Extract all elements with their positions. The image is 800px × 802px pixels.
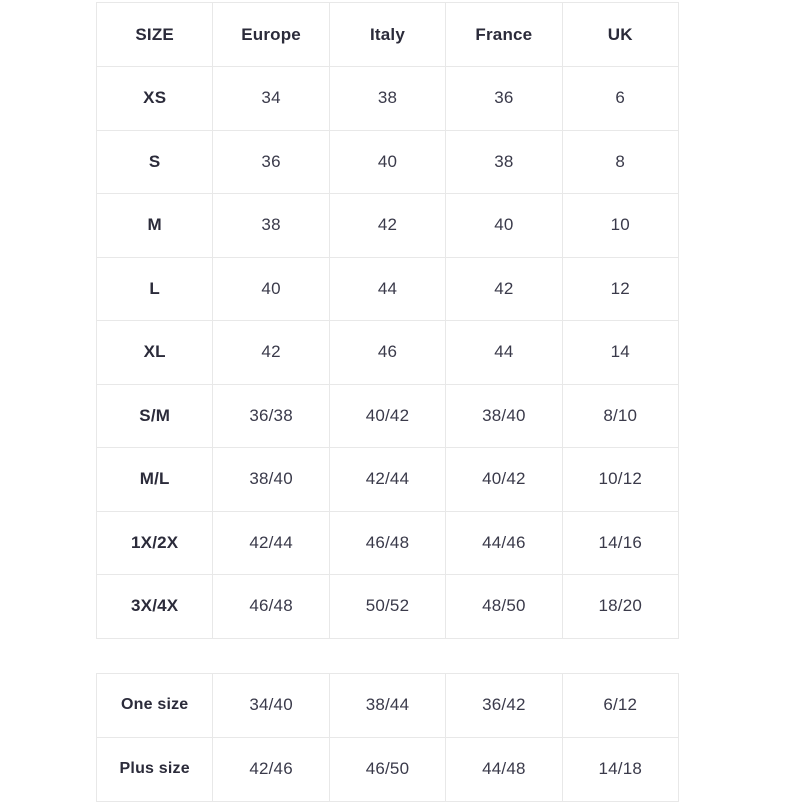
cell-size: XS — [95, 66, 214, 131]
cell-europe: 36/38 — [212, 383, 330, 448]
cell-europe: 38 — [212, 193, 330, 258]
cell-size: Plus size — [95, 736, 214, 802]
cell-italy: 38 — [328, 66, 447, 131]
table-row: M 38 42 40 10 — [95, 193, 679, 258]
table-row: 3X/4X 46/48 50/52 48/50 18/20 — [95, 574, 679, 639]
column-header-uk: UK — [561, 2, 679, 67]
table-row: S 36 40 38 8 — [95, 129, 679, 194]
primary-table-body: XS 34 38 36 6 S 36 40 38 8 M 38 42 — [95, 66, 679, 639]
cell-uk: 12 — [561, 256, 679, 321]
cell-europe: 34 — [212, 66, 330, 131]
cell-uk: 10 — [561, 193, 679, 258]
table-row: Plus size 42/46 46/50 44/48 14/18 — [95, 736, 679, 802]
column-header-size: SIZE — [95, 2, 214, 67]
table-row: M/L 38/40 42/44 40/42 10/12 — [95, 447, 679, 512]
cell-europe: 40 — [212, 256, 330, 321]
column-header-italy: Italy — [328, 2, 447, 67]
cell-italy: 42/44 — [328, 447, 447, 512]
cell-europe: 42 — [212, 320, 330, 385]
cell-size: 3X/4X — [95, 574, 214, 639]
cell-size: XL — [95, 320, 214, 385]
cell-france: 38/40 — [445, 383, 563, 448]
cell-uk: 14 — [561, 320, 679, 385]
secondary-size-table: One size 34/40 38/44 36/42 6/12 Plus siz… — [95, 672, 679, 802]
cell-france: 44/46 — [445, 510, 563, 575]
cell-italy: 46/48 — [328, 510, 447, 575]
cell-uk: 6 — [561, 66, 679, 131]
cell-italy: 40 — [328, 129, 447, 194]
cell-size: 1X/2X — [95, 510, 214, 575]
cell-italy: 38/44 — [328, 672, 447, 738]
cell-italy: 40/42 — [328, 383, 447, 448]
cell-italy: 44 — [328, 256, 447, 321]
cell-italy: 46/50 — [328, 736, 447, 802]
cell-europe: 46/48 — [212, 574, 330, 639]
cell-size: M — [95, 193, 214, 258]
column-header-europe: Europe — [212, 2, 330, 67]
cell-france: 38 — [445, 129, 563, 194]
cell-size: M/L — [95, 447, 214, 512]
cell-uk: 8 — [561, 129, 679, 194]
table-header-row: SIZE Europe Italy France UK — [95, 2, 679, 67]
cell-size: S — [95, 129, 214, 194]
cell-italy: 46 — [328, 320, 447, 385]
cell-size: S/M — [95, 383, 214, 448]
cell-france: 40/42 — [445, 447, 563, 512]
column-header-france: France — [445, 2, 563, 67]
cell-uk: 6/12 — [561, 672, 679, 738]
cell-europe: 34/40 — [212, 672, 330, 738]
cell-france: 42 — [445, 256, 563, 321]
cell-uk: 14/18 — [561, 736, 679, 802]
table-row: XL 42 46 44 14 — [95, 320, 679, 385]
table-row: 1X/2X 42/44 46/48 44/46 14/16 — [95, 510, 679, 575]
table-row: S/M 36/38 40/42 38/40 8/10 — [95, 383, 679, 448]
cell-europe: 36 — [212, 129, 330, 194]
size-chart-stack: SIZE Europe Italy France UK XS 34 38 36 … — [95, 2, 679, 802]
cell-size: One size — [95, 672, 214, 738]
cell-size: L — [95, 256, 214, 321]
cell-uk: 14/16 — [561, 510, 679, 575]
primary-size-table: SIZE Europe Italy France UK XS 34 38 36 … — [95, 2, 679, 639]
cell-france: 44/48 — [445, 736, 563, 802]
cell-france: 36/42 — [445, 672, 563, 738]
secondary-table-body: One size 34/40 38/44 36/42 6/12 Plus siz… — [95, 672, 679, 802]
cell-italy: 42 — [328, 193, 447, 258]
table-row: L 40 44 42 12 — [95, 256, 679, 321]
cell-france: 48/50 — [445, 574, 563, 639]
cell-france: 44 — [445, 320, 563, 385]
primary-table-header: SIZE Europe Italy France UK — [95, 2, 679, 67]
cell-europe: 42/46 — [212, 736, 330, 802]
cell-uk: 10/12 — [561, 447, 679, 512]
table-row: XS 34 38 36 6 — [95, 66, 679, 131]
cell-france: 40 — [445, 193, 563, 258]
cell-uk: 8/10 — [561, 383, 679, 448]
table-row: One size 34/40 38/44 36/42 6/12 — [95, 672, 679, 738]
cell-uk: 18/20 — [561, 574, 679, 639]
cell-france: 36 — [445, 66, 563, 131]
cell-italy: 50/52 — [328, 574, 447, 639]
cell-europe: 42/44 — [212, 510, 330, 575]
cell-europe: 38/40 — [212, 447, 330, 512]
table-separator-gap — [96, 639, 678, 673]
